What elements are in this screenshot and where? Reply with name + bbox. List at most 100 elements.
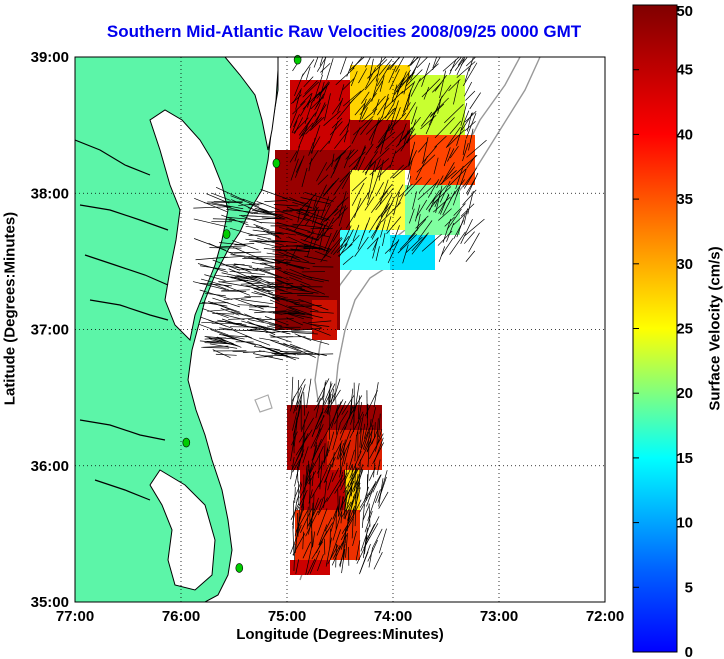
velocity-arrow (295, 233, 318, 241)
velocity-arrow (279, 248, 310, 263)
velocity-arrow (285, 227, 310, 238)
velocity-arrow (294, 145, 300, 162)
velocity-arrow (332, 452, 335, 468)
velocity-arrow (294, 506, 305, 537)
velocity-arrow (349, 88, 365, 104)
velocity-arrow (330, 529, 342, 559)
velocity-arrow (287, 309, 323, 319)
velocity-arrow (454, 57, 466, 71)
velocity-arrow (383, 90, 404, 110)
velocity-arrow (348, 149, 359, 160)
velocity-arrow (292, 223, 322, 228)
velocity-arrow (341, 501, 352, 518)
velocity-arrow (230, 326, 261, 328)
velocity-arrow (349, 468, 358, 485)
velocity-arrow (372, 95, 386, 112)
velocity-arrow (360, 118, 373, 135)
velocity-arrow (377, 123, 393, 148)
velocity-arrow (257, 237, 284, 246)
velocity-arrow (304, 469, 309, 486)
velocity-arrow (388, 65, 397, 83)
velocity-arrow (372, 80, 383, 97)
velocity-arrow (242, 350, 265, 353)
velocity-arrow (370, 117, 380, 145)
velocity-arrow (335, 145, 351, 161)
velocity-arrow (274, 260, 304, 270)
velocity-arrow (330, 507, 339, 532)
velocity-arrow (313, 57, 319, 68)
velocity-arrow (318, 524, 328, 546)
velocity-arrow (344, 483, 350, 514)
velocity-arrow (289, 396, 295, 412)
velocity-arrow (339, 410, 349, 425)
velocity-arrow (296, 483, 303, 504)
velocity-arrow (437, 230, 453, 246)
velocity-arrow (346, 61, 354, 77)
velocity-arrow (310, 136, 321, 154)
velocity-arrow (387, 57, 401, 71)
x-axis-label: Longitude (Degrees:Minutes) (236, 626, 444, 643)
velocity-arrow (206, 193, 230, 204)
velocity-arrow (220, 307, 240, 316)
velocity-arrow (253, 213, 284, 216)
x-tick-label: 77:00 (56, 608, 94, 625)
velocity-arrow (341, 170, 353, 190)
velocity-arrow (462, 62, 478, 87)
velocity-arrow (331, 153, 335, 167)
velocity-arrow (400, 128, 415, 152)
velocity-arrow (316, 224, 333, 241)
velocity-arrow (375, 202, 390, 222)
velocity-arrow (232, 264, 252, 273)
velocity-arrow (365, 67, 377, 89)
velocity-arrow (256, 200, 281, 211)
velocity-arrow (353, 406, 355, 432)
velocity-arrow (291, 332, 318, 335)
velocity-arrow (467, 172, 479, 196)
velocity-arrow (378, 124, 392, 143)
velocity-arrow (303, 391, 306, 416)
velocity-arrow (460, 203, 475, 217)
velocity-arrow (296, 90, 302, 104)
velocity-arrow (382, 232, 386, 247)
velocity-arrow (297, 392, 303, 417)
velocity-arrow (291, 376, 294, 407)
velocity-arrow (430, 185, 447, 204)
velocity-arrow (326, 58, 334, 81)
velocity-arrow (300, 209, 330, 221)
velocity-arrow (374, 158, 381, 173)
velocity-arrow (354, 197, 362, 218)
velocity-arrow (273, 348, 297, 356)
velocity-arrow (392, 165, 408, 179)
velocity-arrow (303, 205, 310, 219)
radar-station-marker (182, 437, 191, 448)
velocity-arrow (300, 197, 330, 205)
velocity-arrow (361, 108, 378, 123)
velocity-arrow (203, 347, 230, 349)
velocity-arrow (469, 92, 481, 110)
velocity-arrow (421, 62, 431, 87)
velocity-arrow (378, 528, 387, 554)
velocity-arrow (368, 503, 371, 527)
velocity-arrow (389, 164, 404, 179)
velocity-arrow (334, 406, 344, 425)
velocity-arrow (343, 440, 351, 465)
velocity-arrow (304, 255, 328, 262)
velocity-arrow (371, 221, 382, 240)
velocity-arrow (318, 81, 330, 96)
velocity-arrow (289, 110, 298, 129)
velocity-arrow (305, 462, 315, 483)
velocity-arrow (347, 493, 357, 521)
velocity-arrow (457, 57, 465, 66)
velocity-arrow (418, 178, 432, 194)
velocity-arrow (264, 200, 287, 202)
velocity-arrow (412, 191, 417, 210)
velocity-arrow (329, 415, 331, 440)
velocity-arrow (229, 270, 266, 275)
velocity-arrow (316, 508, 328, 536)
velocity-arrow (293, 434, 295, 454)
velocity-arrow (464, 231, 475, 244)
velocity-arrow (328, 120, 339, 144)
velocity-arrow (357, 156, 366, 172)
velocity-arrow (393, 191, 400, 216)
velocity-arrow (373, 552, 383, 570)
